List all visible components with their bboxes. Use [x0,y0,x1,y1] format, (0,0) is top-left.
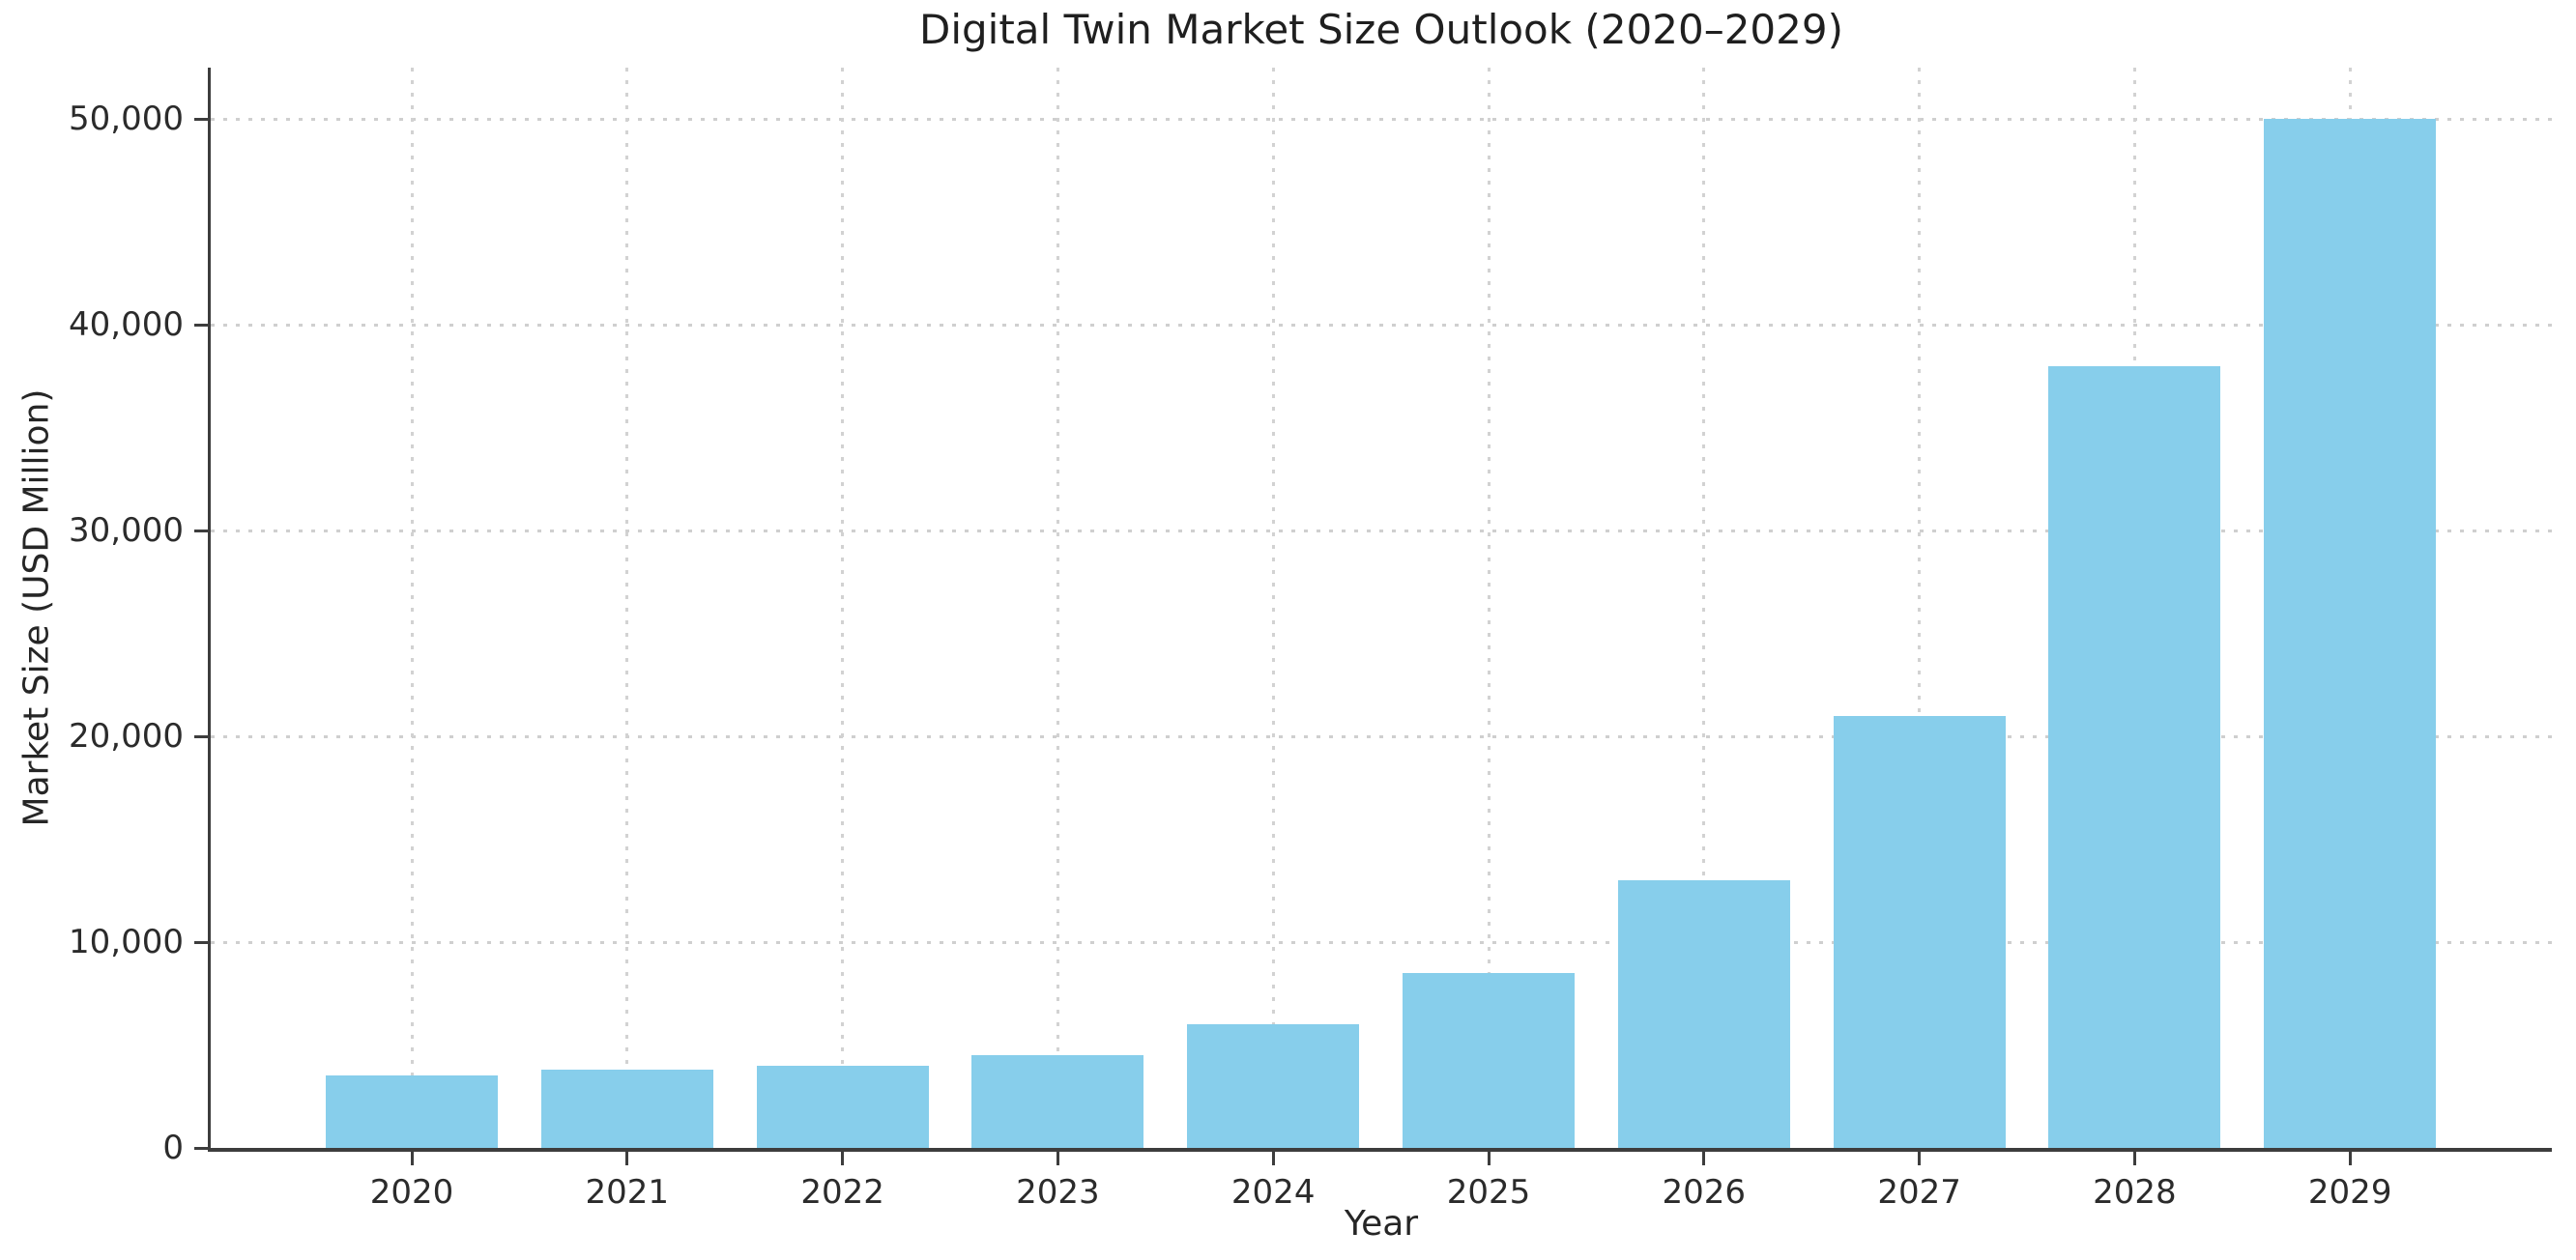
y-tick-mark [194,529,208,532]
y-gridline [211,323,2552,327]
y-tick-mark [194,117,208,121]
x-tick-label: 2025 [1446,1173,1531,1212]
x-tick-label: 2020 [369,1173,454,1212]
y-tick-mark [194,940,208,944]
x-tick-label: 2028 [2093,1173,2177,1212]
x-gridline [410,68,414,1148]
bar-2022 [756,1065,929,1148]
x-tick-mark [1271,1152,1275,1165]
x-tick-mark [1918,1152,1922,1165]
y-tick-mark [194,1146,208,1150]
x-tick-label: 2022 [800,1173,884,1212]
y-tick-mark [194,734,208,738]
x-tick-label: 2021 [585,1173,670,1212]
x-tick-label: 2029 [2307,1173,2392,1212]
plot-area: 0 10,000 20,000 30,000 40,000 50,000 2020 2021 2… [69,68,2552,1212]
x-tick-mark [1702,1152,1706,1165]
x-tick-mark [1056,1152,1059,1165]
y-tick-label: 50,000 [69,100,184,139]
bar-2023 [971,1055,1144,1148]
x-tick-mark [2348,1152,2352,1165]
x-tick-label: 2024 [1230,1173,1316,1212]
x-tick-label: 2026 [1662,1173,1747,1212]
y-tick-mark [194,323,208,327]
x-gridline [625,68,629,1148]
x-tick-mark [625,1152,629,1165]
x-tick-mark [1487,1152,1491,1165]
bar-2026 [1617,880,1790,1148]
x-tick-mark [410,1152,414,1165]
x-gridline [1056,68,1059,1148]
bar-2025 [1403,973,1575,1148]
y-tick-label: 20,000 [69,717,184,757]
x-tick-label: 2027 [1877,1173,1961,1212]
y-axis-label: Market Size (USD Million) [16,388,57,827]
y-tick-label: 40,000 [69,305,184,345]
y-tick-label: 0 [162,1129,184,1167]
y-gridline [211,117,2552,121]
chart-title: Digital Twin Market Size Outlook (2020–2… [919,6,1843,53]
x-gridline [1271,68,1275,1148]
y-tick-label: 10,000 [69,923,184,962]
bar-2024 [1187,1024,1360,1148]
x-tick-mark [2132,1152,2136,1165]
bar-2029 [2264,119,2437,1148]
bar-2021 [540,1070,713,1148]
bar-2020 [326,1075,498,1148]
x-gridline [841,68,845,1148]
bar-2028 [2048,365,2221,1148]
x-tick-label: 2023 [1016,1173,1100,1212]
x-axis-label: Year [1344,1204,1419,1244]
y-tick-label: 30,000 [69,511,184,551]
x-tick-mark [841,1152,845,1165]
bar-2027 [1833,715,2006,1148]
